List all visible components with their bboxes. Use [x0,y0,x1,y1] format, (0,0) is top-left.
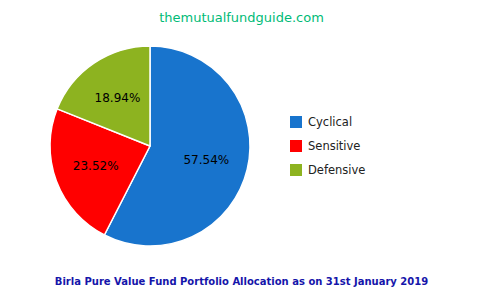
legend-label: Defensive [308,163,365,177]
legend-label: Cyclical [308,115,352,129]
legend-swatch [290,140,302,152]
subtitle: Birla Pure Value Fund Portfolio Allocati… [55,276,428,287]
data-label: 18.94% [95,91,141,105]
legend-label: Sensitive [308,139,360,153]
background [0,0,483,291]
legend-swatch [290,164,302,176]
data-labels: 57.54% 23.52% 18.94% [73,91,229,173]
pie [50,46,250,246]
legend-swatch [290,116,302,128]
chart-container: themutualfundguide.com Birla Pure Value F… [0,0,483,291]
title: themutualfundguide.com [159,10,324,25]
data-label: 23.52% [73,159,119,173]
data-label: 57.54% [183,153,229,167]
chart: themutualfundguide.com Birla Pure Value F… [0,0,483,291]
legend: Cyclical Sensitive Defensive [290,115,365,177]
pie-slice [57,46,150,146]
